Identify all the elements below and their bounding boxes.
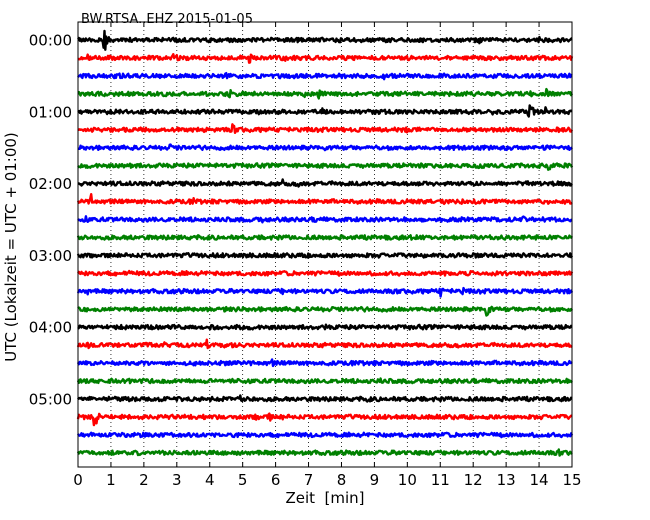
x-tick-label: 7	[304, 471, 314, 489]
x-tick-label: 10	[398, 471, 417, 489]
y-tick-label: 01:00	[29, 103, 72, 121]
x-tick-label: 11	[431, 471, 450, 489]
x-tick-label: 1	[106, 471, 116, 489]
x-tick-label: 4	[205, 471, 215, 489]
trace-0400	[77, 323, 573, 331]
y-tick-label: 02:00	[29, 175, 72, 193]
chart-title: BW.RTSA..EHZ 2015-01-05	[81, 12, 253, 27]
trace-0245	[76, 234, 574, 241]
y-tick-label: 05:00	[29, 391, 72, 409]
trace-0215	[76, 192, 573, 206]
axis-ticks: 0 1 2 3 4 5 6 7 8 9 10 11 12 13 14 1500:0001:0002:0003:…	[29, 22, 582, 489]
trace-0200	[77, 178, 573, 188]
trace-0430	[76, 358, 573, 368]
y-tick-label: 04:00	[29, 319, 72, 337]
trace-0000	[77, 29, 573, 51]
x-axis-label: Zeit [min]	[285, 489, 365, 507]
x-tick-label: 12	[464, 471, 483, 489]
x-tick-label: 13	[497, 471, 516, 489]
x-tick-label: 3	[172, 471, 182, 489]
trace-0300	[76, 251, 574, 259]
x-tick-label: 8	[337, 471, 347, 489]
trace-0015	[77, 53, 574, 64]
y-tick-label: 00:00	[29, 32, 72, 50]
trace-0230	[77, 215, 573, 224]
x-tick-label: 2	[139, 471, 149, 489]
trace-0530	[76, 431, 574, 439]
plot-frame	[77, 21, 573, 468]
y-axis-label: UTC (Lokalzeit = UTC + 01:00)	[2, 132, 20, 362]
trace-0415	[76, 338, 573, 350]
trace-0145	[77, 162, 574, 171]
x-tick-label: 15	[562, 471, 581, 489]
trace-0345	[77, 305, 574, 317]
x-tick-label: 6	[271, 471, 281, 489]
trace-0545	[76, 448, 573, 457]
trace-0100	[77, 104, 573, 118]
x-tick-label: 0	[73, 471, 83, 489]
trace-0515	[76, 412, 573, 427]
x-tick-label: 5	[238, 471, 248, 489]
trace-0330	[76, 286, 574, 298]
seismogram-traces	[76, 29, 574, 457]
trace-0315	[77, 269, 574, 277]
trace-0445	[76, 377, 573, 385]
trace-0045	[77, 87, 574, 100]
trace-0500	[77, 394, 573, 403]
x-tick-label: 14	[530, 471, 549, 489]
y-tick-label: 03:00	[29, 247, 72, 265]
trace-0030	[77, 71, 573, 81]
x-tick-label: 9	[370, 471, 380, 489]
trace-0115	[77, 123, 574, 135]
trace-0130	[77, 143, 573, 152]
